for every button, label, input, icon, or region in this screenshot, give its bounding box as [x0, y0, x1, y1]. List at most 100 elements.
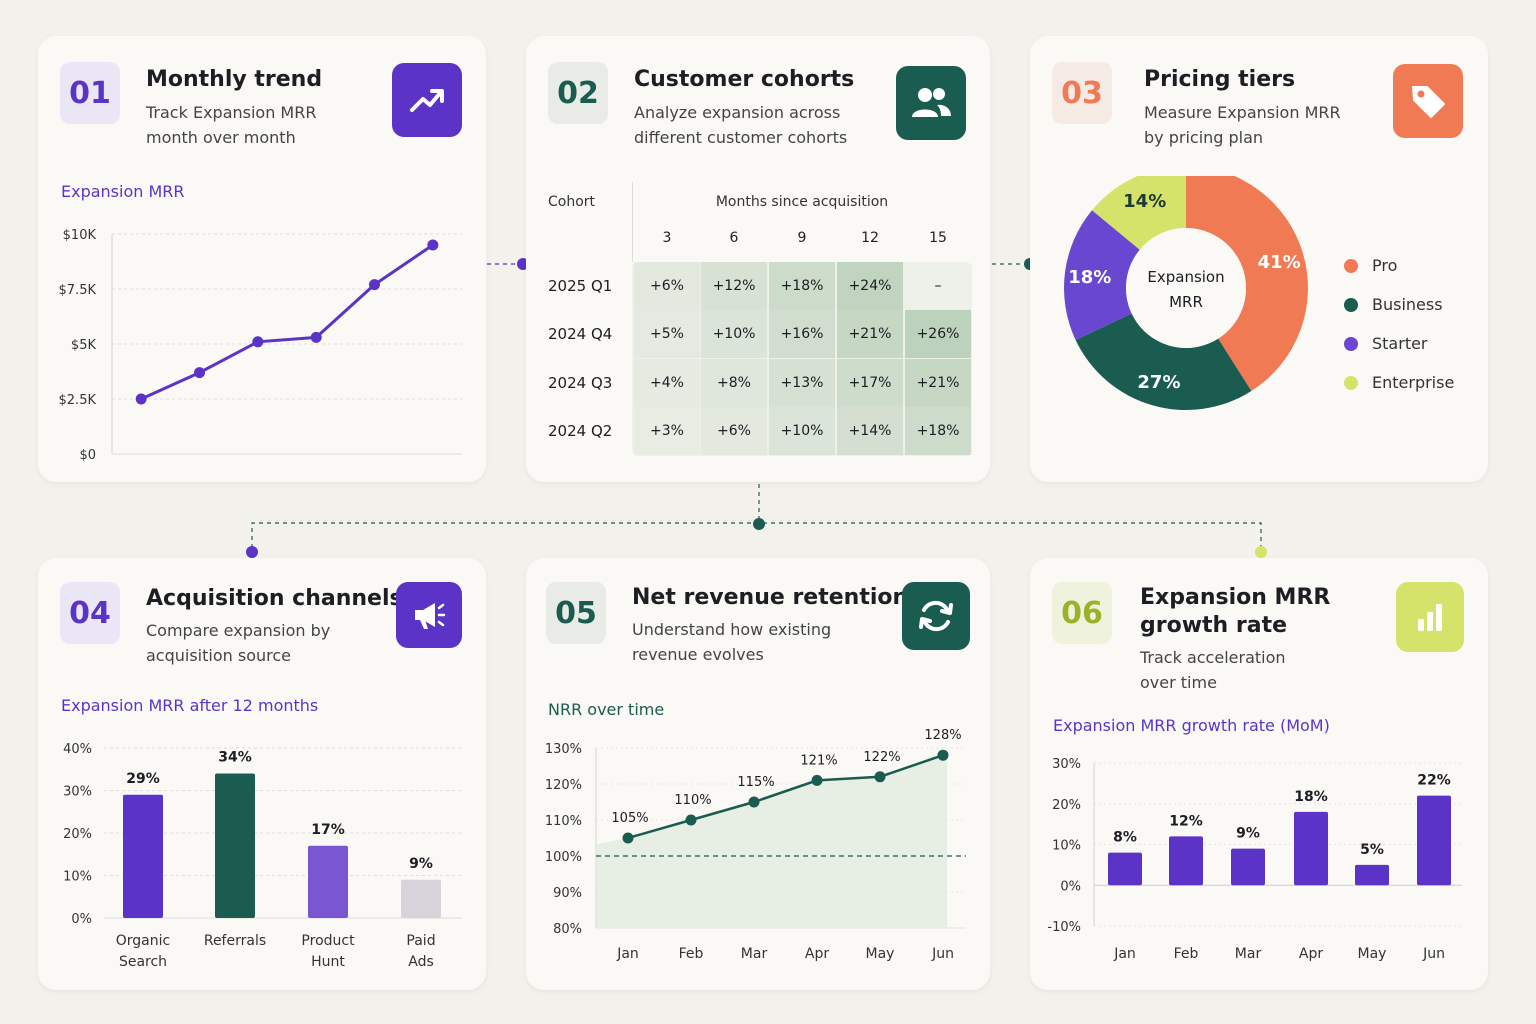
card-subtitle: Understand how existing revenue evolves [632, 620, 832, 664]
bar [1294, 811, 1328, 886]
month-column-header: 6 [729, 230, 739, 246]
nrr-line-chart: 80% 90% 100% 110% 120% 130% 105% Jan 110% Feb 115%… [545, 728, 966, 962]
y-tick-label: 110% [545, 814, 582, 829]
series-area [597, 755, 947, 928]
data-point [427, 239, 439, 251]
card-number: 01 [60, 62, 120, 124]
data-point [252, 336, 264, 348]
data-point [310, 331, 322, 343]
month-column-header: 12 [861, 230, 879, 246]
slice-label: 41% [1258, 252, 1301, 273]
cohort-cell: +26% [905, 310, 971, 358]
y-tick-label: 30% [1052, 757, 1081, 772]
card-subtitle: Track acceleration over time [1140, 648, 1286, 692]
data-point [937, 749, 949, 761]
data-point [874, 771, 886, 783]
x-tick-label: Jan [616, 946, 639, 962]
x-tick-label: May [1358, 946, 1387, 962]
x-tick-label: May [866, 946, 895, 962]
bar [308, 845, 348, 918]
x-tick-label: Apr [1299, 946, 1323, 962]
cohort-cell: +10% [769, 407, 835, 455]
data-point [135, 393, 147, 405]
legend-label: Pro [1372, 256, 1398, 275]
y-tick-label: 120% [545, 778, 582, 793]
y-tick-label: -10% [1047, 920, 1081, 935]
data-label: 105% [611, 811, 648, 826]
y-tick-label: 10% [1052, 839, 1081, 854]
pricing-tiers-donut-chart: 41% 27% 18% 14% Expansion MRR [1064, 176, 1308, 410]
growth-rate-bar-chart: -10% 0% 10% 20% 30% 8% Jan 12% Feb 9% Mar 18% Apr 5% M… [1047, 757, 1462, 962]
card-number: 02 [548, 62, 608, 124]
bar [1108, 852, 1142, 886]
icon-button[interactable] [1396, 582, 1464, 652]
card-number: 04 [60, 582, 120, 644]
cohort-row-label: 2025 Q1 [548, 277, 613, 295]
icon-button[interactable] [392, 63, 462, 137]
cohort-cell: +6% [634, 262, 700, 310]
card-number: 06 [1052, 582, 1112, 644]
chart-title: Expansion MRR growth rate (MoM) [1053, 716, 1330, 735]
cohort-cell: +13% [769, 359, 835, 407]
chart-title: NRR over time [548, 700, 665, 719]
data-point [685, 814, 697, 826]
bar [1231, 848, 1265, 886]
y-tick-label: $2.5K [59, 393, 97, 408]
card-title: Net revenue retention [632, 585, 909, 610]
cohort-row-label: 2024 Q4 [548, 325, 613, 343]
card-pricing-tiers: 03 Pricing tiers Measure Expansion MRR b… [1030, 36, 1488, 482]
legend-item: Business [1344, 295, 1443, 314]
card-subtitle: Compare expansion by acquisition source [146, 621, 331, 665]
chart-title: Expansion MRR [61, 182, 185, 201]
chart-title: Expansion MRR after 12 months [61, 696, 319, 715]
bar-value-label: 12% [1169, 813, 1203, 829]
megaphone-icon [415, 603, 446, 629]
slice-label: 18% [1068, 267, 1111, 288]
bar [1417, 795, 1451, 886]
x-tick-label: Jun [931, 946, 954, 962]
donut-slice [1064, 210, 1140, 340]
icon-button[interactable] [396, 582, 462, 648]
data-label: 110% [674, 793, 711, 808]
cohort-table-body-bg [632, 262, 972, 456]
cohort-cell: +18% [905, 407, 971, 455]
cohort-cell: +5% [634, 310, 700, 358]
bar-value-label: 34% [218, 750, 252, 766]
x-tick-label: Paid Ads [406, 933, 435, 970]
card-title: Pricing tiers [1144, 67, 1296, 92]
cohort-cell: +10% [701, 310, 767, 358]
cohort-cell: – [934, 278, 942, 294]
table-divider [632, 182, 633, 262]
data-label: 115% [737, 775, 774, 790]
legend-swatch [1344, 336, 1358, 351]
card-subtitle: Measure Expansion MRR by pricing plan [1144, 103, 1341, 147]
icon-button[interactable] [896, 66, 966, 140]
data-point [369, 279, 380, 291]
bar [123, 794, 163, 918]
donut-slice [1186, 176, 1308, 392]
data-point [622, 832, 634, 844]
trending-up-icon [410, 89, 444, 112]
cohort-cell: +8% [701, 359, 767, 407]
cohort-cell: +16% [769, 310, 835, 358]
x-tick-label: Feb [679, 946, 704, 962]
cohort-cell: +3% [634, 407, 700, 455]
icon-button[interactable] [1393, 64, 1463, 138]
legend-swatch [1344, 258, 1358, 273]
y-tick-label: $0 [79, 448, 96, 463]
bar-value-label: 17% [311, 822, 345, 838]
y-tick-label: 90% [553, 886, 582, 901]
y-tick-label: 0% [1060, 879, 1081, 894]
month-column-header: 3 [662, 230, 672, 246]
x-tick-label: Mar [1235, 946, 1262, 962]
card-title: Expansion MRR growth rate [1140, 585, 1331, 638]
icon-button[interactable] [902, 582, 970, 650]
bar-value-label: 5% [1360, 842, 1384, 858]
month-column-header: 9 [797, 230, 807, 246]
series-line [627, 754, 944, 840]
series-line [140, 243, 434, 401]
card-number: 03 [1052, 62, 1112, 124]
cohort-table: Cohort Months since acquisition 3 6 9 12 15 2… [526, 176, 990, 466]
bar-value-label: 9% [1236, 826, 1260, 842]
connector-dot [1255, 546, 1267, 558]
